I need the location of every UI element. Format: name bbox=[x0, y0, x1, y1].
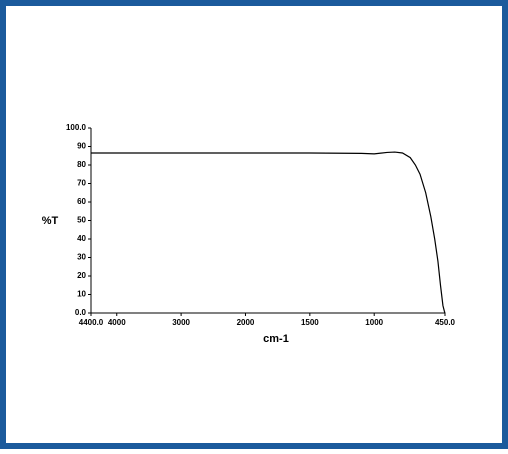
x-tick-label: 450.0 bbox=[435, 318, 456, 327]
y-tick-label: 10 bbox=[77, 290, 86, 299]
y-tick-label: 0.0 bbox=[75, 308, 87, 317]
x-axis-label: cm-1 bbox=[263, 333, 289, 345]
y-tick-label: 70 bbox=[77, 179, 86, 188]
x-tick-label: 4400.0 bbox=[79, 318, 104, 327]
x-tick-label: 1500 bbox=[301, 318, 319, 327]
x-tick-label: 4000 bbox=[108, 318, 126, 327]
y-tick-label: 40 bbox=[77, 234, 86, 243]
y-tick-label: 100.0 bbox=[66, 123, 87, 132]
x-tick-label: 1000 bbox=[365, 318, 383, 327]
y-tick-label: 60 bbox=[77, 197, 86, 206]
y-axis-label: %T bbox=[42, 215, 59, 227]
y-tick-label: 80 bbox=[77, 160, 86, 169]
y-tick-label: 50 bbox=[77, 216, 86, 225]
x-tick-label: 2000 bbox=[237, 318, 255, 327]
spectrum-line bbox=[91, 151, 446, 314]
y-tick-label: 30 bbox=[77, 253, 86, 262]
y-tick-label: 90 bbox=[77, 142, 86, 151]
y-tick-label: 20 bbox=[77, 271, 86, 280]
x-tick-label: 3000 bbox=[172, 318, 190, 327]
